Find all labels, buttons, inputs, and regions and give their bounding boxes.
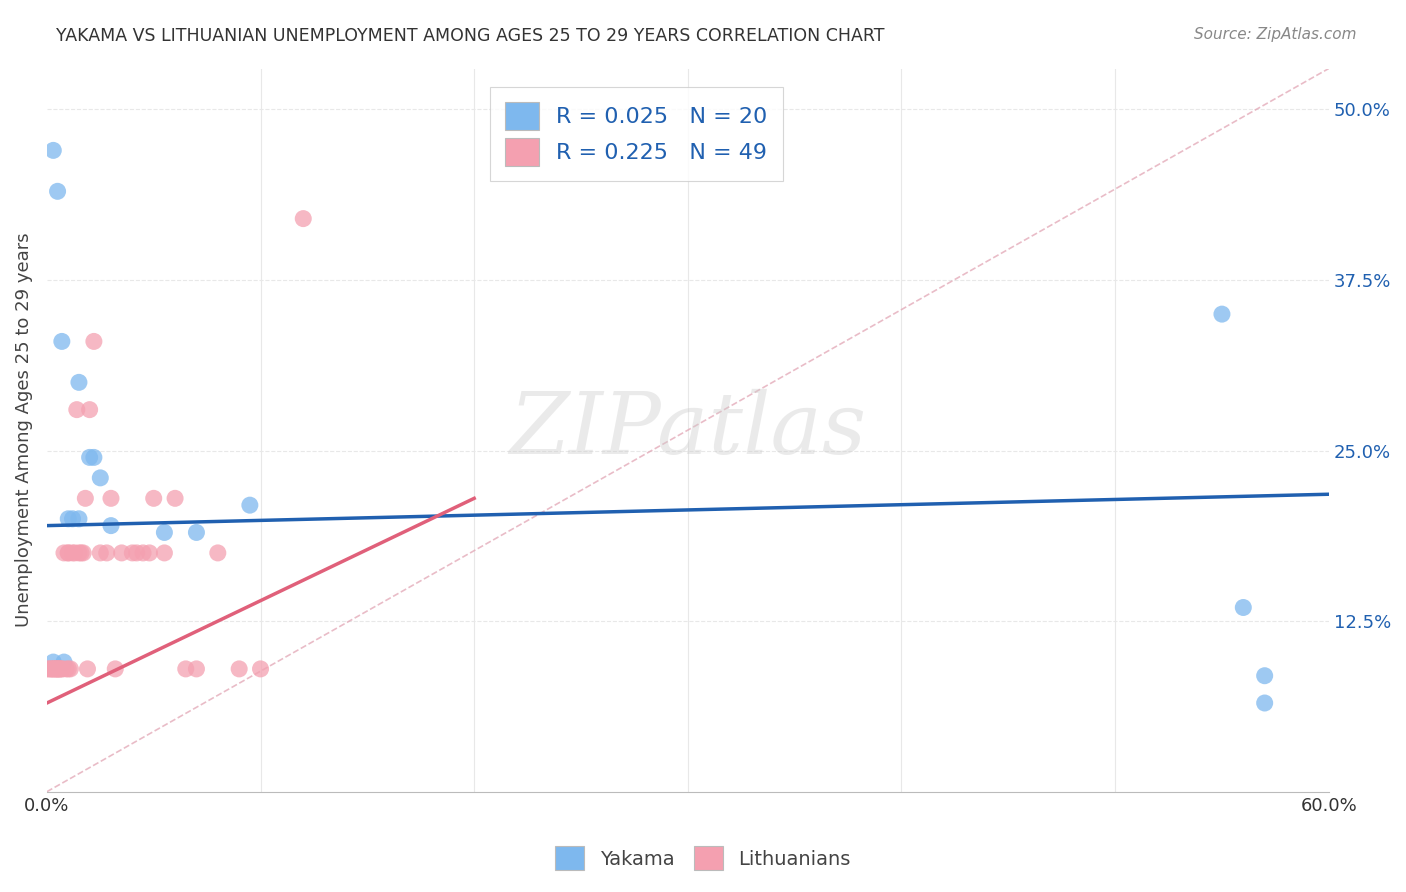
Point bbox=[44, 662, 66, 676]
Point bbox=[111, 546, 134, 560]
Point bbox=[42, 655, 65, 669]
Point bbox=[58, 512, 80, 526]
Point bbox=[138, 546, 160, 560]
Point bbox=[53, 655, 76, 669]
Point bbox=[100, 491, 122, 506]
Point bbox=[51, 334, 73, 349]
Point bbox=[48, 662, 70, 676]
Point bbox=[70, 546, 93, 560]
Point bbox=[42, 662, 65, 676]
Point bbox=[1253, 669, 1275, 683]
Point bbox=[58, 662, 80, 676]
Point bbox=[132, 546, 155, 560]
Point bbox=[51, 662, 73, 676]
Y-axis label: Unemployment Among Ages 25 to 29 years: Unemployment Among Ages 25 to 29 years bbox=[15, 233, 32, 627]
Point bbox=[58, 546, 80, 560]
Legend: R = 0.025   N = 20, R = 0.225   N = 49: R = 0.025 N = 20, R = 0.225 N = 49 bbox=[489, 87, 783, 181]
Point bbox=[44, 662, 66, 676]
Point bbox=[165, 491, 187, 506]
Point bbox=[67, 512, 90, 526]
Point bbox=[1211, 307, 1233, 321]
Legend: Yakama, Lithuanians: Yakama, Lithuanians bbox=[547, 838, 859, 878]
Point bbox=[207, 546, 229, 560]
Point bbox=[121, 546, 143, 560]
Point bbox=[83, 450, 105, 465]
Point bbox=[89, 546, 111, 560]
Point bbox=[59, 662, 82, 676]
Point bbox=[48, 662, 70, 676]
Point bbox=[1253, 696, 1275, 710]
Point bbox=[55, 662, 77, 676]
Point bbox=[104, 662, 127, 676]
Point bbox=[39, 662, 62, 676]
Point bbox=[42, 144, 65, 158]
Point bbox=[67, 546, 90, 560]
Point bbox=[39, 662, 62, 676]
Point bbox=[67, 376, 90, 390]
Point bbox=[239, 498, 262, 512]
Point bbox=[174, 662, 197, 676]
Point bbox=[51, 662, 73, 676]
Text: YAKAMA VS LITHUANIAN UNEMPLOYMENT AMONG AGES 25 TO 29 YEARS CORRELATION CHART: YAKAMA VS LITHUANIAN UNEMPLOYMENT AMONG … bbox=[56, 27, 884, 45]
Point bbox=[1232, 600, 1254, 615]
Text: ZIPatlas: ZIPatlas bbox=[509, 389, 866, 472]
Point bbox=[100, 518, 122, 533]
Point bbox=[58, 546, 80, 560]
Point bbox=[186, 525, 208, 540]
Point bbox=[79, 402, 101, 417]
Point bbox=[228, 662, 250, 676]
Point bbox=[42, 662, 65, 676]
Point bbox=[79, 450, 101, 465]
Point bbox=[75, 491, 97, 506]
Point bbox=[46, 662, 69, 676]
Point bbox=[62, 512, 84, 526]
Point bbox=[46, 184, 69, 198]
Point bbox=[89, 471, 111, 485]
Point bbox=[76, 662, 98, 676]
Point bbox=[186, 662, 208, 676]
Point bbox=[153, 525, 176, 540]
Point bbox=[72, 546, 94, 560]
Point bbox=[62, 546, 84, 560]
Text: Source: ZipAtlas.com: Source: ZipAtlas.com bbox=[1194, 27, 1357, 42]
Point bbox=[96, 546, 118, 560]
Point bbox=[46, 662, 69, 676]
Point bbox=[142, 491, 165, 506]
Point bbox=[66, 402, 89, 417]
Point bbox=[63, 546, 86, 560]
Point bbox=[38, 662, 60, 676]
Point bbox=[53, 546, 76, 560]
Point bbox=[46, 662, 69, 676]
Point bbox=[83, 334, 105, 349]
Point bbox=[125, 546, 148, 560]
Point bbox=[292, 211, 315, 226]
Point bbox=[249, 662, 271, 676]
Point bbox=[153, 546, 176, 560]
Point bbox=[35, 662, 58, 676]
